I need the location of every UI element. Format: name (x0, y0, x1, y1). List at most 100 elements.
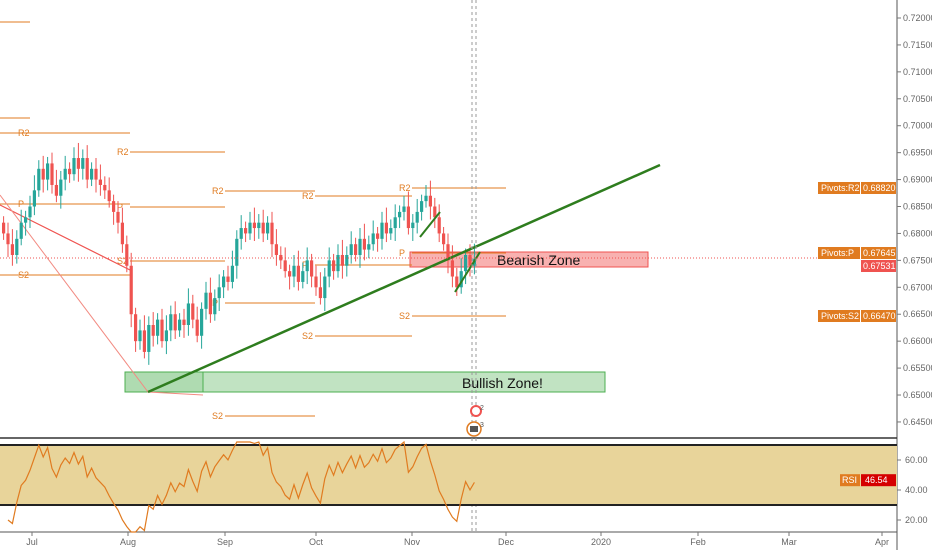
pivot-label-r2: R2 (18, 128, 30, 138)
candle-down (68, 168, 72, 175)
candle-up (380, 222, 384, 239)
time-tick-label: 2020 (591, 537, 611, 547)
candle-down (332, 260, 336, 272)
pivot-label-p: P (18, 199, 24, 209)
candle-up (32, 190, 36, 207)
bullish-zone-label: Bullish Zone! (462, 375, 543, 391)
candle-down (354, 244, 358, 255)
candle-up (63, 168, 67, 180)
candle-up (19, 222, 23, 239)
candle-up (59, 179, 63, 196)
candle-down (226, 276, 230, 282)
candle-down (468, 254, 472, 266)
candle-up (305, 260, 309, 272)
price-tag-value: 0.67531 (863, 261, 896, 271)
price-tag-value: 0.67645 (863, 248, 896, 258)
price-tag-label-box (818, 247, 860, 259)
pivot-label-s2: S2 (18, 270, 29, 280)
candle-down (191, 303, 195, 320)
event-badge-count: 2 (480, 405, 484, 412)
price-tick-label: 0.64500 (903, 417, 932, 427)
candle-down (112, 201, 116, 212)
price-tag-value-box (861, 260, 896, 272)
candle-down (85, 158, 89, 180)
time-tick-label: Sep (217, 537, 233, 547)
rsi-label-box (840, 474, 860, 487)
earnings-badge-glyph (470, 426, 478, 432)
price-tag-value: 0.68820 (863, 183, 896, 193)
candle-up (28, 206, 32, 218)
candle-up (301, 271, 305, 282)
candle-down (362, 238, 366, 250)
bullish-zone-box (124, 371, 204, 393)
candle-up (138, 330, 142, 342)
candle-up (358, 238, 362, 255)
rsi-tick-label: 60.00 (905, 455, 928, 465)
candle-up (257, 222, 261, 229)
pivot-label-s2: S2 (117, 256, 128, 266)
candle-down (125, 244, 129, 266)
price-tag-value-box (861, 247, 896, 259)
candle-up (459, 271, 463, 288)
candle-down (160, 319, 164, 342)
pivot-label-s2: S2 (302, 331, 313, 341)
candle-down (442, 233, 446, 245)
candle-down (142, 330, 146, 352)
candle-up (200, 308, 204, 336)
candle-down (450, 260, 454, 277)
candle-up (186, 303, 190, 326)
pivot-label-s2: S2 (212, 411, 223, 421)
candle-down (288, 271, 292, 277)
rsi-label: RSI (842, 475, 857, 485)
candle-down (314, 276, 318, 288)
pivot-label-r2: R2 (302, 191, 314, 201)
price-tag-label-box (818, 182, 860, 194)
time-tick-label: Oct (309, 537, 324, 547)
pivot-label-p: P (302, 260, 308, 270)
candle-down (107, 190, 111, 202)
rsi-tick-label: 40.00 (905, 485, 928, 495)
candle-down (98, 179, 102, 185)
candle-up (323, 276, 327, 299)
candle-up (213, 298, 217, 315)
candle-up (327, 260, 331, 277)
candle-down (50, 163, 54, 185)
candle-up (345, 254, 349, 266)
candle-down (10, 244, 14, 255)
rsi-band (0, 445, 897, 505)
candle-up (169, 314, 173, 331)
event-badge-icon (470, 405, 482, 417)
candle-down (120, 222, 124, 245)
candle-up (398, 211, 402, 218)
candle-up (204, 292, 208, 309)
candle-down (437, 217, 441, 234)
green-trendline (147, 163, 661, 394)
candle-down (195, 319, 199, 336)
candle-up (292, 265, 296, 277)
price-tag-label: Pivots:P (821, 248, 854, 258)
pivot-label-r2: R2 (399, 183, 411, 193)
candle-down (455, 276, 459, 288)
candle-up (464, 254, 468, 272)
candle-down (103, 184, 107, 191)
candle-down (54, 184, 58, 196)
candle-down (428, 195, 432, 207)
candle-down (129, 265, 133, 315)
candle-up (393, 217, 397, 229)
candle-up (424, 195, 428, 202)
candle-down (76, 158, 80, 169)
candle-down (261, 222, 265, 234)
candle-down (134, 314, 138, 342)
candle-down (384, 222, 388, 234)
